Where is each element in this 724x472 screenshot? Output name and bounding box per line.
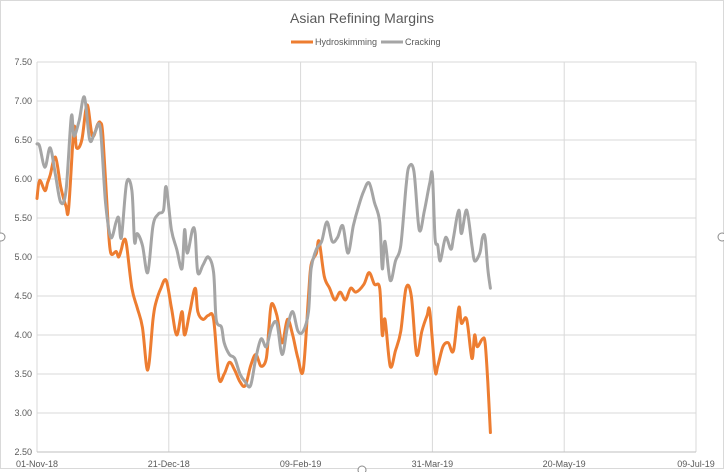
selection-handles — [0, 232, 724, 472]
y-tick-label: 7.00 — [14, 96, 32, 106]
y-tick-label: 6.00 — [14, 174, 32, 184]
gridlines — [36, 61, 697, 453]
y-tick-label: 3.50 — [14, 369, 32, 379]
y-tick-label: 5.00 — [14, 252, 32, 262]
x-tick-label: 20-May-19 — [543, 459, 586, 469]
legend-label-hydroskimming: Hydroskimming — [315, 37, 377, 47]
x-tick-label: 09-Jul-19 — [677, 459, 715, 469]
resize-handle-right[interactable] — [717, 232, 724, 242]
chart-title: Asian Refining Margins — [290, 10, 434, 26]
y-tick-label: 2.50 — [14, 447, 32, 457]
series-line-cracking — [35, 95, 492, 389]
series-lines — [35, 95, 492, 434]
series-line-hydroskimming — [35, 103, 492, 434]
x-tick-label: 01-Nov-18 — [16, 459, 58, 469]
x-tick-label: 21-Dec-18 — [148, 459, 190, 469]
legend-label-cracking: Cracking — [405, 37, 441, 47]
y-tick-label: 5.50 — [14, 213, 32, 223]
y-tick-label: 6.50 — [14, 135, 32, 145]
y-tick-label: 4.00 — [14, 330, 32, 340]
y-tick-label: 3.00 — [14, 408, 32, 418]
x-tick-label: 09-Feb-19 — [280, 459, 322, 469]
y-tick-label: 4.50 — [14, 291, 32, 301]
y-tick-label: 7.50 — [14, 57, 32, 67]
axes: 2.50 3.00 3.50 4.00 4.50 5.00 5.50 6.00 6.50 7.00… — [14, 57, 714, 469]
legend: Hydroskimming Cracking — [291, 37, 441, 47]
resize-handle-bottom[interactable] — [357, 465, 367, 472]
x-tick-label: 31-Mar-19 — [412, 459, 454, 469]
resize-handle-left[interactable] — [0, 232, 6, 242]
